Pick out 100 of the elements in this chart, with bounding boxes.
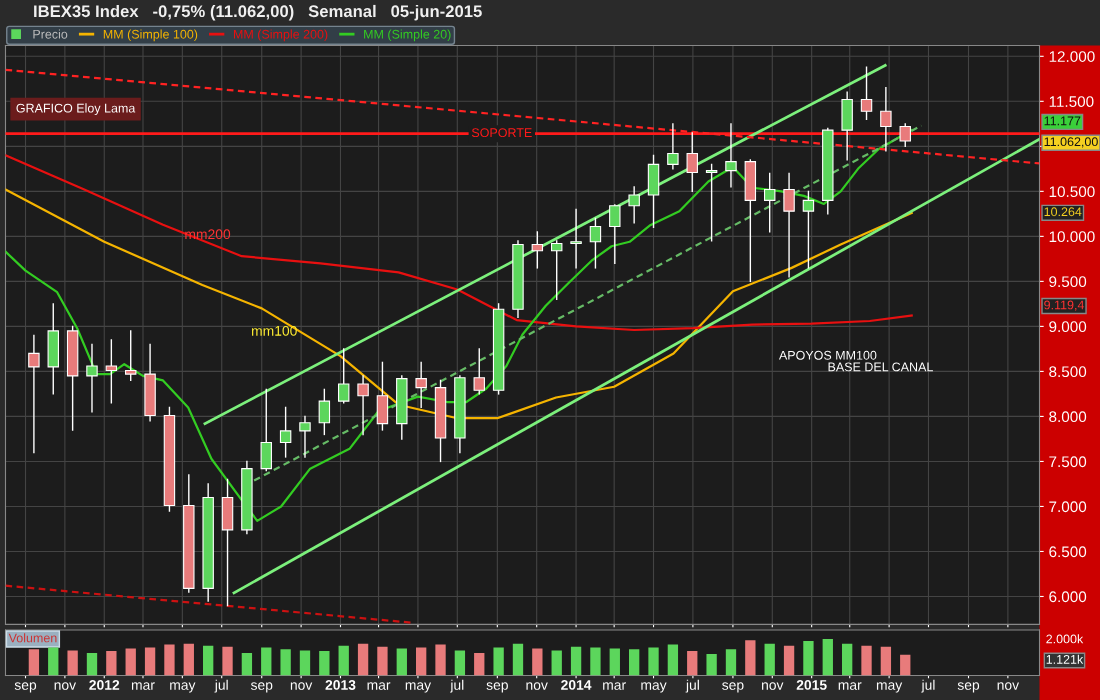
candlestick <box>124 330 137 382</box>
text: 10.264 <box>1044 207 1082 217</box>
x-tick-label: sep <box>14 682 37 693</box>
bar <box>590 647 601 676</box>
bar <box>377 646 388 676</box>
chart-title: IBEX35 Index -0,75% (11.062,00) Semanal 05-jun-2015 <box>34 4 482 21</box>
bar <box>532 648 543 676</box>
candlestick <box>318 388 331 436</box>
bar <box>67 650 78 676</box>
x-tick-label: may <box>405 682 432 693</box>
bar <box>183 643 194 676</box>
candlestick <box>860 66 873 121</box>
text: 2.000k <box>1046 634 1084 644</box>
x-tick-label: may <box>641 682 667 693</box>
candlestick <box>609 204 621 265</box>
x-tick-label: 2013 <box>325 680 356 690</box>
legend-label: Precio <box>33 29 68 39</box>
bar <box>48 647 59 676</box>
bar <box>900 654 911 676</box>
y-tick-label: 7.000 <box>1049 501 1087 513</box>
bar <box>551 650 562 676</box>
candlestick <box>357 375 369 436</box>
bar <box>609 648 620 676</box>
candlestick <box>589 217 602 269</box>
annotation: mm200 <box>185 229 231 240</box>
bar <box>144 647 156 676</box>
candlestick <box>725 123 737 188</box>
bar <box>745 640 756 676</box>
bar <box>648 647 659 676</box>
x-tick-label: mar <box>367 682 391 690</box>
candlestick <box>415 361 427 409</box>
x-tick-label: jul <box>214 679 228 693</box>
x-tick-label: jul <box>685 679 699 693</box>
candlestick <box>763 172 776 233</box>
bar <box>841 643 853 676</box>
bar <box>86 652 98 676</box>
bar <box>261 647 272 676</box>
x-tick-label: mar <box>603 682 626 690</box>
bar <box>357 643 369 676</box>
bar <box>280 649 291 676</box>
annotation: mm100 <box>252 325 297 336</box>
y-tick-label: 9.500 <box>1049 276 1087 288</box>
x-tick-label: nov <box>290 682 313 690</box>
y-tick-label: 12.000 <box>1049 51 1095 62</box>
bar <box>435 644 446 676</box>
y-tick-label: 8.000 <box>1049 411 1087 423</box>
text: 9.119,4 <box>1044 300 1085 311</box>
bar <box>570 646 582 676</box>
bar <box>396 648 407 676</box>
candlestick <box>105 339 118 404</box>
chart-title: Volumen <box>8 633 57 643</box>
x-tick-label: sep <box>957 682 980 693</box>
candlestick <box>686 132 698 193</box>
bar <box>106 651 117 676</box>
y-tick-label: 8.500 <box>1049 366 1087 378</box>
annotation: GRAFICO Eloy Lama <box>16 103 136 116</box>
bar <box>454 650 466 676</box>
bar <box>164 644 175 676</box>
bar <box>222 646 233 676</box>
x-tick-label: nov <box>762 682 784 690</box>
bar <box>493 647 504 676</box>
bar <box>299 650 311 676</box>
bar <box>687 651 698 676</box>
y-tick-label: 7.500 <box>1049 456 1087 468</box>
bar <box>203 645 214 676</box>
x-tick-label: nov <box>526 682 548 690</box>
bar <box>629 649 640 676</box>
candlestick <box>880 87 892 152</box>
x-tick-label: sep <box>722 682 744 693</box>
bar <box>474 652 485 676</box>
candlestick <box>550 240 563 301</box>
x-tick-label: may <box>170 682 196 693</box>
y-tick-label: 6.500 <box>1049 546 1087 558</box>
x-tick-label: jul <box>921 679 935 693</box>
bar <box>667 644 679 676</box>
candlestick <box>899 123 911 148</box>
bar <box>764 643 775 676</box>
bar <box>706 654 717 676</box>
x-tick-label: 2014 <box>561 680 592 690</box>
candlestick <box>802 190 815 269</box>
y-tick-label: 10.500 <box>1049 186 1095 198</box>
x-tick-label: nov <box>54 682 77 690</box>
x-tick-label: sep <box>250 682 273 693</box>
x-tick-label: 2012 <box>89 680 120 690</box>
bar <box>783 645 795 676</box>
legend-label: MM (Simple 20) <box>364 29 451 42</box>
text: 1.121k <box>1046 654 1084 664</box>
candlestick <box>570 208 582 269</box>
x-tick-label: jul <box>450 679 464 693</box>
bar <box>861 645 872 676</box>
x-tick-label: may <box>876 682 903 693</box>
candlestick <box>473 348 485 395</box>
y-tick-label: 6.000 <box>1049 591 1087 603</box>
x-tick-label: sep <box>486 682 508 693</box>
candlestick <box>279 406 292 458</box>
candlestick <box>667 123 679 170</box>
candlestick <box>705 163 718 242</box>
candlestick <box>337 348 350 404</box>
annotation: BASE DEL CANAL <box>828 362 933 372</box>
text: 11.062,00 <box>1044 137 1098 148</box>
